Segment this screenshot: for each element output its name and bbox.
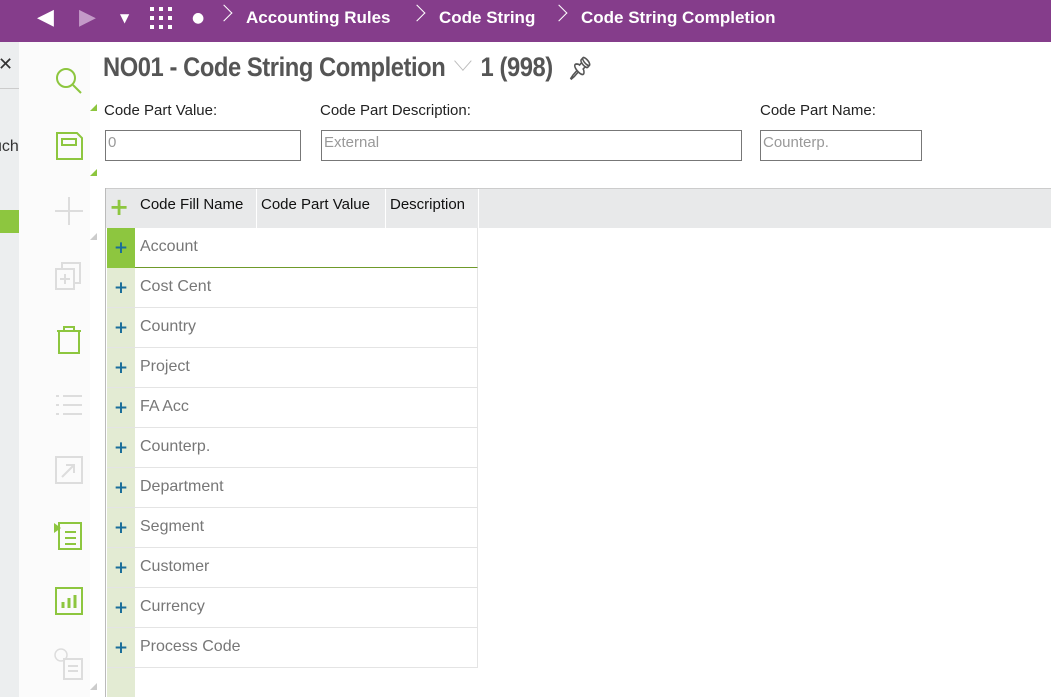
column-header-description[interactable]: Description: [386, 189, 479, 228]
breadcrumb-code-string-completion: Code String Completion: [581, 8, 776, 27]
code-fill-name-cell[interactable]: Currency: [140, 598, 205, 615]
add-icon[interactable]: [52, 194, 86, 228]
side-panel-collapsed: ✕ uch: [0, 42, 19, 697]
row-selector-column: [107, 228, 135, 697]
column-header-code-fill-name[interactable]: Code Fill Name: [136, 189, 257, 228]
table-row[interactable]: + Segment: [107, 508, 478, 548]
expand-row-icon[interactable]: +: [113, 398, 129, 418]
record-counter: 1 (998): [480, 52, 554, 82]
expand-row-icon[interactable]: +: [113, 638, 129, 658]
more-options-icon[interactable]: [90, 233, 97, 240]
forward-icon[interactable]: ▶: [79, 5, 96, 30]
page-title-text: NO01 - Code String Completion: [103, 52, 446, 82]
expand-row-icon[interactable]: +: [113, 558, 129, 578]
more-options-icon[interactable]: [90, 683, 97, 690]
breadcrumb-separator-icon: [408, 4, 426, 22]
close-icon[interactable]: ✕: [0, 54, 14, 75]
table-header: + Code Fill Name Code Part Value Descrip…: [105, 188, 1051, 228]
table-row[interactable]: + Cost Cent: [107, 268, 478, 308]
table-row[interactable]: + FA Acc: [107, 388, 478, 428]
code-fill-name-cell[interactable]: Country: [140, 318, 197, 335]
table-row[interactable]: + Counterp.: [107, 428, 478, 468]
dropdown-icon[interactable]: ▼: [120, 11, 130, 25]
breadcrumb-separator-icon: [550, 4, 568, 22]
expand-row-icon[interactable]: +: [113, 478, 129, 498]
table-border: [105, 188, 106, 697]
side-panel-item-text[interactable]: uch: [0, 138, 19, 155]
expand-row-icon[interactable]: +: [113, 278, 129, 298]
breadcrumb-code-string[interactable]: Code String: [439, 8, 536, 27]
divider: [0, 88, 19, 89]
code-part-description-label: Code Part Description:: [320, 102, 471, 119]
code-fill-name-cell[interactable]: FA Acc: [140, 398, 189, 415]
delete-icon[interactable]: [52, 323, 86, 357]
table-row[interactable]: + Project: [107, 348, 478, 388]
table-row[interactable]: + Account: [107, 228, 478, 268]
code-fill-name-cell[interactable]: Cost Cent: [140, 278, 212, 295]
code-part-value-field[interactable]: 0: [105, 130, 301, 161]
add-row-icon[interactable]: +: [109, 193, 130, 221]
code-part-description-field[interactable]: External: [321, 130, 742, 161]
home-dot-icon[interactable]: ●: [192, 10, 205, 26]
more-options-icon[interactable]: [90, 169, 97, 176]
code-fill-name-cell[interactable]: Customer: [140, 558, 210, 575]
search-icon[interactable]: [52, 64, 86, 98]
expand-row-icon[interactable]: +: [113, 598, 129, 618]
back-icon[interactable]: ◀: [37, 5, 54, 30]
code-part-name-label: Code Part Name:: [760, 102, 876, 119]
expand-row-icon[interactable]: +: [113, 318, 129, 338]
expand-row-icon[interactable]: +: [107, 228, 135, 268]
top-nav-bar: ◀ ▶ ▼ ● Accounting Rules Code String Cod…: [0, 0, 1051, 42]
breadcrumb-separator-icon: [215, 4, 233, 22]
expand-row-icon[interactable]: +: [113, 358, 129, 378]
column-header-code-part-value[interactable]: Code Part Value: [257, 189, 386, 228]
expand-row-icon[interactable]: +: [113, 438, 129, 458]
open-external-icon[interactable]: [52, 453, 86, 487]
chevron-down-icon[interactable]: [454, 51, 472, 71]
page-title: NO01 - Code String Completion 1 (998) 📌︎: [103, 51, 593, 83]
table-row[interactable]: + Process Code: [107, 628, 478, 668]
code-fill-name-cell[interactable]: Process Code: [140, 638, 241, 655]
chart-icon[interactable]: [52, 584, 86, 618]
toolbar: [19, 42, 97, 697]
code-fill-name-cell[interactable]: Counterp.: [140, 438, 211, 455]
more-options-icon[interactable]: [90, 104, 97, 111]
code-part-value-label: Code Part Value:: [104, 102, 218, 119]
details-list-icon[interactable]: [52, 519, 86, 553]
code-fill-name-cell[interactable]: Department: [140, 478, 224, 495]
side-panel-selected-marker: [0, 210, 19, 233]
code-fill-name-cell[interactable]: Segment: [140, 518, 205, 535]
save-icon[interactable]: [52, 129, 86, 163]
list-icon[interactable]: [52, 388, 86, 422]
table-row[interactable]: + Department: [107, 468, 478, 508]
code-fill-name-cell[interactable]: Account: [140, 238, 198, 255]
expand-row-icon[interactable]: +: [113, 518, 129, 538]
info-document-icon[interactable]: [52, 647, 86, 681]
apps-grid-icon[interactable]: [149, 0, 173, 36]
code-fill-name-cell[interactable]: Project: [140, 358, 190, 375]
table-row[interactable]: + Customer: [107, 548, 478, 588]
duplicate-icon[interactable]: [52, 259, 86, 293]
breadcrumb-accounting-rules[interactable]: Accounting Rules: [246, 8, 391, 27]
code-part-name-field[interactable]: Counterp.: [760, 130, 922, 161]
table-row[interactable]: + Country: [107, 308, 478, 348]
pin-icon[interactable]: 📌︎: [567, 56, 593, 81]
table-row[interactable]: + Currency: [107, 588, 478, 628]
